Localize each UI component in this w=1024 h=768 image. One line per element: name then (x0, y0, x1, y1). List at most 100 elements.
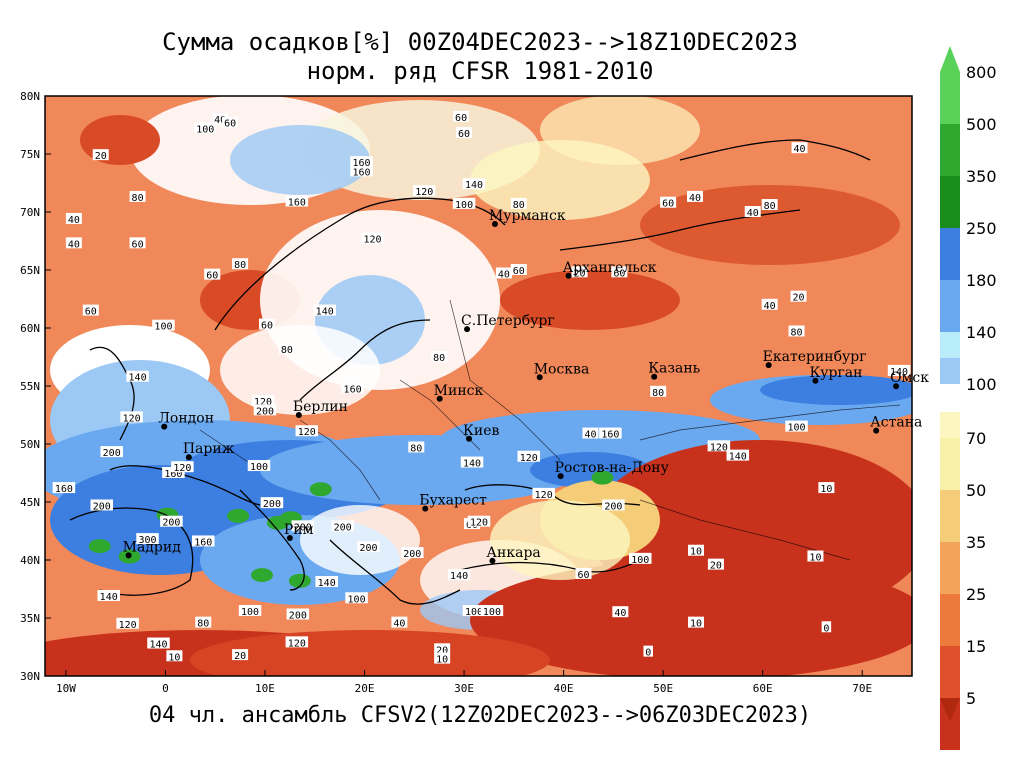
svg-text:80: 80 (652, 388, 664, 399)
svg-text:100: 100 (348, 594, 366, 605)
heavy-precip-spot (250, 568, 273, 583)
colorbar-tick-label: 35 (966, 533, 986, 552)
svg-text:160: 160 (353, 167, 371, 178)
map-footer-caption: 04 чл. ансамбль CFSV2(12Z02DEC2023-->06Z… (148, 703, 812, 728)
contour-label: 20 (707, 558, 724, 572)
colorbar-segment (940, 280, 960, 332)
contour-label: 140 (460, 456, 484, 470)
svg-text:40: 40 (689, 193, 701, 204)
contour-label: 10 (807, 550, 824, 564)
contour-label: 80 (278, 342, 295, 356)
colorbar-segment (940, 542, 960, 594)
city-label: Париж (183, 441, 235, 457)
contour-label: 100 (247, 460, 271, 473)
svg-text:200: 200 (162, 518, 180, 529)
contour-label: 200 (401, 547, 424, 560)
lat-tick-label: 80N (20, 90, 40, 103)
city-label: Архангельск (563, 260, 657, 276)
svg-text:120: 120 (415, 187, 433, 198)
colorbar-segment (940, 698, 960, 750)
colorbar-tick-label: 140 (966, 323, 997, 342)
contour-label: 100 (785, 420, 808, 434)
contour-label: 40 (687, 190, 704, 204)
city-marker: Мурманск (489, 208, 566, 227)
contour-label: 200 (331, 520, 354, 533)
svg-text:10: 10 (690, 547, 702, 558)
svg-text:120: 120 (254, 397, 272, 408)
svg-text:100: 100 (154, 322, 172, 333)
contour-label: 10 (687, 616, 704, 630)
svg-text:140: 140 (100, 592, 118, 603)
contour-label: 120 (251, 395, 275, 408)
contour-label: 120 (285, 636, 309, 649)
latitude-axis: 80N 75N 70N 65N 60N 55N 50N 45N 40N 35N 30N (20, 90, 51, 683)
city-marker: Казань (648, 361, 701, 380)
svg-text:200: 200 (289, 611, 307, 622)
lon-tick-label: 20E (355, 682, 375, 695)
city-label: Минск (434, 383, 484, 399)
colorbar-tick-label: 350 (966, 167, 997, 186)
svg-text:140: 140 (149, 640, 167, 651)
contour-label: 100 (452, 197, 476, 211)
city-marker: Бухарест (419, 493, 487, 512)
svg-text:160: 160 (601, 430, 619, 441)
colorbar-segment (940, 594, 960, 646)
svg-text:10: 10 (820, 484, 832, 495)
lat-tick-label: 70N (20, 206, 40, 219)
contour-label: 40 (791, 142, 808, 155)
city-label: Киев (463, 423, 499, 439)
colorbar-tick-label: 25 (966, 585, 986, 604)
svg-text:10: 10 (690, 619, 702, 630)
svg-text:80: 80 (410, 443, 422, 454)
city-label: Омск (890, 370, 929, 386)
contour-label: 80 (129, 190, 146, 204)
contour-label: 200 (291, 520, 315, 533)
contour-label: 140 (447, 569, 471, 582)
svg-text:40: 40 (747, 208, 759, 219)
contour-label: 200 (90, 499, 113, 512)
contour-label: 160 (162, 467, 185, 480)
svg-text:120: 120 (470, 518, 488, 529)
contour-label: 80 (195, 616, 212, 630)
contour-label: 20 (790, 290, 807, 304)
svg-text:300: 300 (138, 535, 156, 546)
contour-label: 120 (413, 185, 436, 198)
colorbar-tick-label: 15 (966, 637, 986, 656)
svg-text:140: 140 (465, 180, 483, 191)
contour-label: 60 (456, 127, 473, 140)
svg-text:100: 100 (788, 423, 806, 434)
city-label: С.Петербург (461, 313, 555, 329)
contour-label: 140 (97, 589, 120, 603)
svg-text:20: 20 (234, 651, 246, 662)
contour-label: 10 (687, 544, 704, 558)
contour-label: 40 (612, 606, 629, 619)
contour-label: 160 (192, 535, 215, 548)
svg-text:160: 160 (55, 484, 73, 495)
colorbar-segment (940, 124, 960, 176)
svg-text:40: 40 (68, 239, 80, 250)
heavy-precip-spot (591, 470, 614, 485)
contour-label: 160 (52, 482, 76, 495)
lon-tick-label: 50E (653, 682, 673, 695)
svg-text:80: 80 (791, 327, 803, 338)
svg-text:200: 200 (359, 543, 377, 554)
contour-label: 100 (345, 592, 368, 605)
contour-label: 140 (147, 637, 170, 651)
svg-text:140: 140 (318, 578, 336, 589)
contour-label: 160 (341, 382, 364, 395)
svg-text:100: 100 (631, 555, 649, 566)
svg-text:120: 120 (123, 413, 141, 424)
svg-text:20: 20 (793, 293, 805, 304)
heavy-precip-spot (88, 539, 111, 554)
contour-label: 40 (65, 212, 82, 226)
contour-label: 40 (761, 298, 778, 312)
city-marker: С.Петербург (461, 313, 555, 333)
city-label: Берлин (293, 399, 348, 415)
contour-label: 60 (204, 268, 221, 282)
svg-text:140: 140 (316, 307, 334, 318)
svg-text:100: 100 (483, 607, 501, 618)
city-marker: Архангельск (563, 260, 657, 279)
svg-text:200: 200 (103, 448, 121, 459)
contour-label: 60 (129, 237, 146, 250)
